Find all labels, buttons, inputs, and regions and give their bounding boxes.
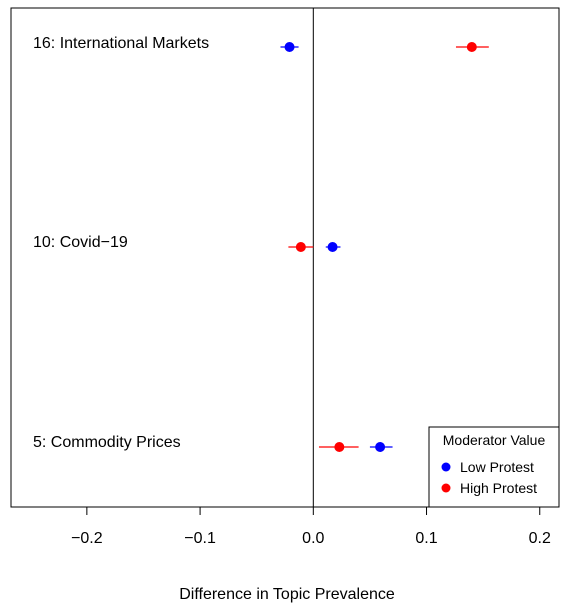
legend-marker-high-protest xyxy=(441,483,451,493)
legend-label-low-protest: Low Protest xyxy=(460,459,534,475)
x-tick-label-0: −0.2 xyxy=(71,530,103,547)
point-low-protest-0 xyxy=(284,42,295,52)
legend-label-high-protest: High Protest xyxy=(460,480,537,496)
point-high-protest-0 xyxy=(466,42,477,52)
x-axis-label: Difference in Topic Prevalence xyxy=(179,586,395,603)
point-low-protest-2 xyxy=(375,442,386,452)
x-tick-label-1: −0.1 xyxy=(184,530,216,547)
x-tick-label-4: 0.2 xyxy=(529,530,551,547)
category-label-covid-19: 10: Covid−19 xyxy=(33,234,128,251)
point-high-protest-1 xyxy=(295,242,306,252)
data-marks xyxy=(280,42,489,452)
legend-title: Moderator Value xyxy=(443,432,546,448)
point-low-protest-1 xyxy=(327,242,338,252)
x-tick-label-2: 0.0 xyxy=(302,530,324,547)
category-label-international-markets: 16: International Markets xyxy=(33,35,209,52)
legend: Moderator Value Low Protest High Protest xyxy=(428,426,560,508)
x-tick-label-3: 0.1 xyxy=(415,530,437,547)
category-label-commodity-prices: 5: Commodity Prices xyxy=(33,434,181,451)
x-axis: −0.2 −0.1 0.0 0.1 0.2 xyxy=(71,507,551,547)
point-high-protest-2 xyxy=(334,442,345,452)
legend-marker-low-protest xyxy=(441,462,451,472)
legend-box xyxy=(428,426,560,508)
plot-area-frame xyxy=(10,7,560,508)
